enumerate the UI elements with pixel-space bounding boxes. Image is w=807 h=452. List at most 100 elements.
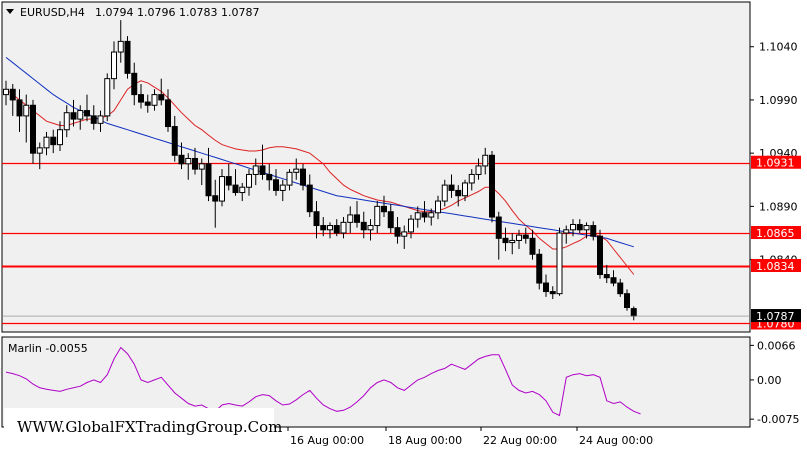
candle [556, 227, 563, 296]
candle [502, 227, 509, 252]
candle [475, 158, 482, 180]
price-tick-label: 1.0890 [759, 200, 798, 213]
candle [509, 233, 516, 255]
time-tick-label: 18 Aug 00:00 [388, 434, 462, 447]
candle [252, 158, 259, 186]
candle [414, 206, 421, 228]
indicator-tick-label: 0.00 [757, 374, 782, 387]
candle [543, 274, 549, 297]
candle [273, 169, 279, 196]
ma-slow-group [5, 57, 634, 248]
candle [624, 289, 630, 311]
candle [212, 179, 219, 228]
candle [192, 147, 198, 175]
level-price-label: 1.0865 [751, 226, 801, 240]
candle [16, 89, 23, 132]
candle [144, 94, 151, 113]
candle [124, 36, 131, 79]
candle [354, 201, 360, 228]
candle [23, 94, 30, 143]
ma-slow-line [5, 57, 634, 248]
candle [374, 201, 381, 233]
ma-fast-group [5, 80, 635, 275]
candle [232, 169, 239, 196]
candle [387, 204, 394, 233]
candle [286, 169, 293, 191]
candle [43, 131, 50, 156]
time-axis: 16 Aug 00:00 18 Aug 00:00 22 Aug 00:00 24 A… [287, 427, 653, 447]
candle [90, 105, 97, 130]
candle [70, 99, 77, 127]
candle [381, 195, 387, 218]
candle [239, 182, 246, 202]
svg-text:1.0834: 1.0834 [756, 260, 795, 273]
candle [347, 206, 354, 233]
candle [563, 225, 570, 244]
candle [198, 158, 205, 186]
candle [104, 73, 111, 122]
candle [455, 185, 462, 207]
candle [9, 83, 16, 116]
candle [171, 115, 178, 162]
horizontal-levels [2, 162, 750, 325]
candle [151, 89, 158, 111]
svg-text:1.0787: 1.0787 [756, 310, 795, 323]
candle [603, 264, 610, 284]
candle [570, 219, 576, 237]
candle [360, 211, 367, 239]
candle [367, 219, 374, 241]
candle [421, 201, 428, 223]
candle [522, 227, 529, 244]
candle [131, 62, 138, 106]
candle [489, 151, 495, 223]
oscillator-group [5, 346, 641, 417]
indicator-tick-label: 0.0066 [757, 339, 796, 352]
candle [57, 121, 63, 152]
candle [462, 179, 468, 202]
watermark-text: WWW.GlobalFXTradingGroup.Com [17, 418, 282, 436]
candle [84, 94, 90, 122]
candle [435, 195, 441, 220]
candle [536, 248, 543, 290]
svg-text:1.0931: 1.0931 [756, 157, 795, 170]
candle [77, 105, 84, 130]
candle [313, 201, 320, 239]
candle [529, 229, 536, 260]
candle [259, 144, 266, 180]
collapse-triangle-icon[interactable] [6, 9, 14, 14]
candles [3, 20, 637, 321]
candle [597, 229, 603, 279]
current-price-label: 1.0787 [2, 309, 801, 323]
candle [320, 217, 327, 237]
candle [246, 169, 252, 196]
candle [468, 169, 475, 191]
time-tick-label: 16 Aug 00:00 [290, 434, 364, 447]
level-price-label: 1.0834 [751, 259, 801, 273]
candle [549, 286, 556, 299]
candle [50, 129, 57, 154]
time-tick-label: 24 Aug 00:00 [579, 434, 653, 447]
candle [300, 163, 306, 191]
indicator-axis: 0.0066 0.00 -0.0075 [750, 339, 799, 426]
candle [266, 163, 273, 191]
candle [327, 222, 333, 239]
candle [448, 174, 455, 198]
candle [219, 169, 225, 207]
level-price-label: 1.0931 [751, 155, 801, 170]
time-tick-label: 22 Aug 00:00 [483, 434, 557, 447]
candle [428, 208, 435, 226]
candle [576, 219, 583, 233]
price-tick-label: 1.0990 [759, 94, 798, 107]
candle [158, 78, 165, 106]
candle [590, 221, 597, 241]
candle [3, 80, 9, 106]
candle [63, 105, 70, 138]
candle [394, 217, 401, 244]
candle [97, 110, 104, 132]
ma-fast-line [5, 80, 635, 275]
candle [111, 41, 117, 90]
candle [583, 222, 590, 239]
